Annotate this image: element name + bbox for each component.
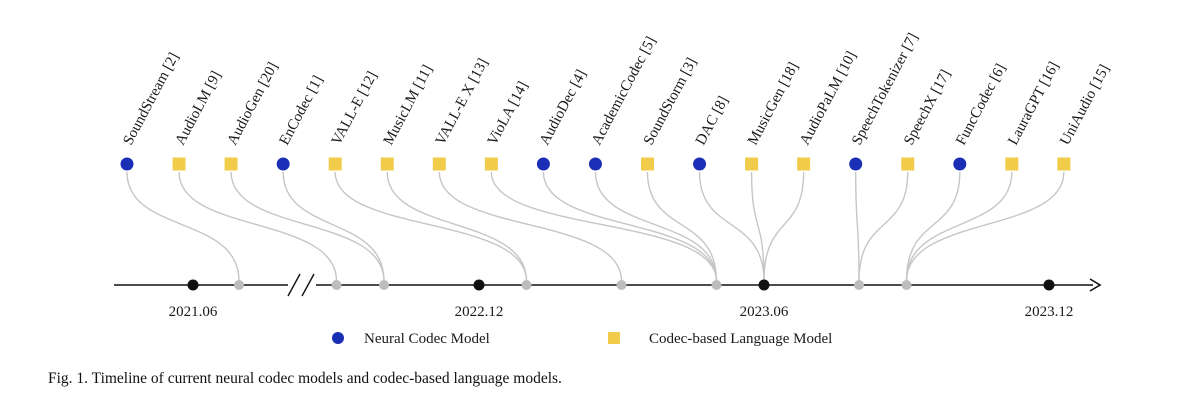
connector-vall-e — [334, 171, 528, 282]
date-labels: 2021.06 2022.12 2023.06 2023.12 — [169, 304, 1074, 320]
marker-academiccodec — [588, 157, 602, 171]
model-label-viola: VioLA [14] — [485, 79, 532, 148]
timeline-major-point-2023-12 — [1043, 279, 1055, 291]
timeline-point-2023-05 — [711, 280, 722, 290]
date-label-2021-06: 2021.06 — [169, 304, 218, 320]
timeline-point-2022-10 — [379, 280, 389, 290]
legend-neural-codec-label: Neural Codec Model — [364, 331, 490, 347]
timeline-point-2023-03 — [616, 280, 627, 290]
marker-soundstorm — [641, 157, 654, 171]
connector-viola — [490, 171, 718, 282]
model-label-soundstream: SoundStream [2] — [120, 50, 182, 148]
legend-codec-lm-marker — [608, 332, 620, 344]
model-labels: SoundStream [2]AudioLM [9] AudioGen [20]E… — [120, 31, 1113, 148]
timeline-point-2023-01 — [521, 280, 532, 290]
model-markers — [120, 157, 1071, 171]
axis-arrowhead — [1089, 278, 1102, 292]
connector-speechx — [858, 171, 909, 282]
connector-audiodec — [542, 171, 718, 282]
connector-audiogen — [230, 171, 385, 282]
model-label-uniaudio: UniAudio [15] — [1057, 62, 1113, 148]
timeline-major-point-2022-12 — [473, 279, 485, 291]
model-label-vall-e: VALL-E [12] — [329, 69, 381, 148]
model-label-audiolm: AudioLM [9] — [172, 69, 224, 148]
model-label-musiclm: MusicLM [11] — [381, 63, 437, 148]
connector-soundstream — [126, 171, 240, 282]
legend: Neural Codec Model Codec-based Language … — [332, 331, 832, 347]
connector-vall-e-x — [438, 171, 623, 282]
marker-lauragpt — [1005, 157, 1019, 171]
timeline-major-points — [187, 279, 1055, 291]
connector-soundstorm — [646, 171, 718, 282]
marker-audiodec — [536, 157, 550, 171]
figure-caption: Fig. 1. Timeline of current neural codec… — [48, 370, 562, 387]
model-label-dac: DAC [8] — [693, 94, 732, 148]
connector-audiopalm — [763, 171, 805, 282]
marker-musicgen — [745, 157, 759, 171]
marker-soundstream — [120, 157, 134, 171]
timeline-point-2023-09 — [901, 280, 912, 290]
marker-vall-e — [328, 157, 342, 171]
marker-audiogen — [224, 157, 238, 171]
connector-dac — [698, 171, 765, 282]
marker-uniaudio — [1057, 157, 1071, 171]
legend-neural-codec-marker — [332, 332, 344, 344]
connector-musiclm — [386, 171, 528, 282]
marker-musiclm — [380, 157, 394, 171]
model-label-audiodec: AudioDec [4] — [537, 67, 590, 148]
model-label-encodec: EnCodec [1] — [277, 73, 327, 148]
model-label-audiogen: AudioGen [20] — [225, 60, 282, 148]
marker-speechtokenizer — [849, 157, 863, 171]
timeline-point-2021-07 — [234, 280, 244, 290]
connector-encodec — [282, 171, 385, 282]
legend-codec-lm-label: Codec-based Language Model — [649, 331, 832, 347]
model-label-musicgen: MusicGen [18] — [745, 60, 802, 148]
marker-audiopalm — [797, 157, 811, 171]
marker-dac — [693, 157, 707, 171]
model-label-soundstorm: SoundStorm [3] — [641, 55, 700, 148]
model-label-lauragpt: LauraGPT [16] — [1005, 59, 1062, 148]
date-label-2022-12: 2022.12 — [455, 304, 504, 320]
timeline-minor-points — [234, 280, 912, 290]
connector-musicgen — [750, 171, 765, 282]
axis-break — [287, 273, 316, 297]
timeline-major-point-2023-06 — [758, 279, 770, 291]
connector-lauragpt — [905, 171, 1013, 282]
model-label-audiopalm: AudioPaLM [10] — [797, 49, 860, 148]
marker-funccodec — [953, 157, 967, 171]
marker-audiolm — [172, 157, 186, 171]
connector-funccodec — [905, 171, 961, 282]
date-label-2023-12: 2023.12 — [1025, 304, 1074, 320]
timeline-point-2022-09 — [331, 280, 342, 290]
model-label-vall-e-x: VALL-E X [13] — [433, 56, 492, 148]
timeline-point-2023-08 — [854, 280, 864, 290]
connector-academiccodec — [594, 171, 718, 282]
connector-audiolm — [178, 171, 338, 282]
marker-viola — [484, 157, 498, 171]
marker-vall-e-x — [432, 157, 446, 171]
connector-lines — [126, 171, 1065, 282]
connector-speechtokenizer — [855, 171, 860, 282]
marker-speechx — [901, 157, 915, 171]
date-label-2023-06: 2023.06 — [740, 304, 789, 320]
connector-uniaudio — [905, 171, 1065, 282]
timeline-major-point-2021-06 — [187, 279, 199, 291]
model-label-funccodec: FuncCodec [6] — [953, 61, 1009, 148]
model-label-speechx: SpeechX [17] — [901, 67, 954, 148]
marker-encodec — [276, 157, 290, 171]
